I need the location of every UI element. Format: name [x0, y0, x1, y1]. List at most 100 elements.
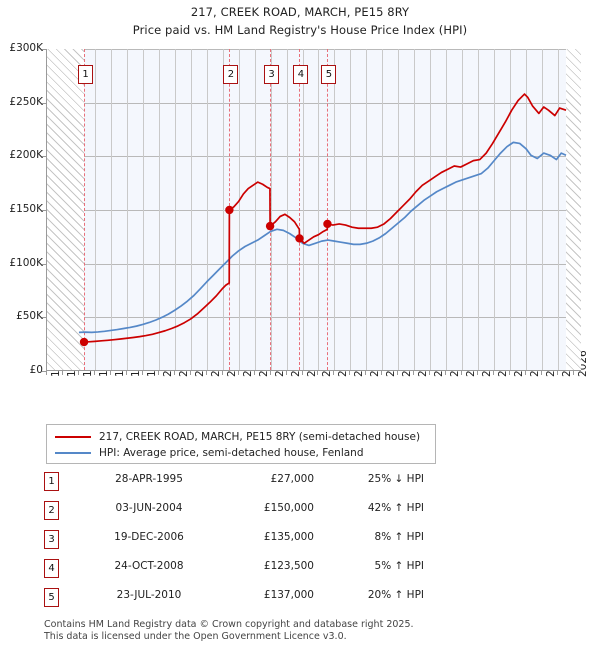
- x-tick-mark: [253, 371, 255, 375]
- transaction-date: 19-DEC-2006: [114, 531, 184, 543]
- sale-point-marker[interactable]: [225, 205, 234, 215]
- gridline-vertical: [430, 49, 432, 370]
- page-title: 217, CREEK ROAD, MARCH, PE15 8RY: [190, 5, 410, 19]
- transaction-hpi-delta: 5% ↑ HPI: [374, 560, 424, 572]
- event-marker-4[interactable]: 4: [293, 65, 309, 84]
- transaction-price: £137,000: [263, 589, 314, 601]
- no-data-region: [47, 49, 85, 370]
- transaction-hpi-delta: 20% ↑ HPI: [367, 589, 424, 601]
- x-tick-mark: [189, 371, 191, 375]
- x-tick-mark: [365, 371, 367, 375]
- event-marker-5[interactable]: 5: [321, 65, 337, 84]
- x-tick-mark: [541, 371, 543, 375]
- gridline-vertical: [558, 49, 560, 370]
- y-tick-label: £50K: [16, 310, 43, 323]
- x-tick-mark: [429, 371, 431, 375]
- sale-point-marker[interactable]: [265, 221, 275, 231]
- event-marker-3[interactable]: 3: [264, 65, 280, 84]
- x-tick-mark: [509, 371, 511, 375]
- gridline-vertical: [366, 49, 368, 370]
- gridline-vertical: [462, 49, 464, 370]
- x-tick-mark: [349, 371, 351, 375]
- transaction-index-badge: 4: [44, 559, 59, 578]
- series-line: [84, 93, 567, 343]
- x-tick-mark: [205, 371, 207, 375]
- y-tick-mark: [42, 156, 46, 158]
- x-tick-mark: [221, 371, 223, 375]
- x-tick-mark: [461, 371, 463, 375]
- sale-point-marker[interactable]: [323, 219, 332, 229]
- x-tick-mark: [381, 371, 383, 375]
- transaction-date: 03-JUN-2004: [115, 502, 183, 514]
- gridline-horizontal: [47, 263, 581, 265]
- x-tick-mark: [109, 371, 111, 375]
- transaction-index-badge: 1: [44, 472, 59, 491]
- x-tick-mark: [157, 371, 159, 375]
- sale-point-marker[interactable]: [79, 337, 89, 347]
- transaction-hpi-delta: 42% ↑ HPI: [367, 502, 424, 514]
- gridline-vertical: [126, 49, 128, 370]
- x-tick-mark: [301, 371, 303, 375]
- gridline-vertical: [238, 49, 240, 370]
- y-tick-mark: [42, 102, 46, 104]
- footer-line-1: Contains HM Land Registry data © Crown c…: [44, 619, 414, 630]
- transaction-price: £123,500: [263, 560, 314, 572]
- event-marker-1[interactable]: 1: [78, 65, 94, 84]
- transaction-price: £27,000: [270, 473, 314, 485]
- x-tick-mark: [397, 371, 399, 375]
- x-tick-mark: [493, 371, 495, 375]
- gridline-vertical: [334, 49, 336, 370]
- chart-legend: 217, CREEK ROAD, MARCH, PE15 8RY (semi-d…: [46, 424, 436, 464]
- y-tick-mark: [42, 317, 46, 319]
- gridline-vertical: [446, 49, 448, 370]
- x-tick-mark: [77, 371, 79, 375]
- no-data-region: [566, 49, 581, 370]
- y-tick-label: £0: [29, 364, 43, 376]
- y-tick-label: £200K: [9, 149, 43, 162]
- table-row[interactable]: 3 19-DEC-2006 £135,000 8% ↑ HPI: [44, 528, 444, 557]
- series-line: [78, 141, 567, 334]
- table-row[interactable]: 5 23-JUL-2010 £137,000 20% ↑ HPI: [44, 586, 444, 615]
- event-marker-2[interactable]: 2: [223, 65, 239, 84]
- x-tick-mark: [557, 371, 559, 375]
- x-tick-mark: [445, 371, 447, 375]
- y-tick-label: £250K: [9, 95, 43, 108]
- transaction-price: £135,000: [263, 531, 314, 543]
- gridline-vertical: [382, 49, 384, 370]
- gridline-vertical: [414, 49, 416, 370]
- event-line-4: [299, 49, 301, 370]
- table-row[interactable]: 1 28-APR-1995 £27,000 25% ↓ HPI: [44, 470, 444, 499]
- footer-line-2: This data is licensed under the Open Gov…: [44, 630, 347, 642]
- gridline-vertical: [542, 49, 544, 370]
- transaction-index-badge: 3: [44, 530, 59, 549]
- gridline-vertical: [350, 49, 352, 370]
- sale-point-marker[interactable]: [295, 234, 304, 243]
- gridline-vertical: [318, 49, 320, 370]
- transaction-index-badge: 5: [44, 588, 59, 607]
- y-tick-label: £100K: [9, 256, 43, 269]
- y-tick-mark: [42, 263, 46, 265]
- gridline-vertical: [302, 49, 304, 370]
- legend-label: HPI: Average price, semi-detached house,…: [99, 447, 364, 459]
- gridline-vertical: [510, 49, 512, 370]
- x-tick-mark: [285, 371, 287, 375]
- gridline-horizontal: [47, 317, 581, 319]
- x-tick-mark: [413, 371, 415, 375]
- gridline-vertical: [110, 49, 112, 370]
- transaction-date: 28-APR-1995: [115, 473, 183, 485]
- gridline-horizontal: [47, 49, 581, 50]
- table-row[interactable]: 2 03-JUN-2004 £150,000 42% ↑ HPI: [44, 499, 444, 528]
- gridline-vertical: [526, 49, 528, 370]
- transaction-index-badge: 2: [44, 501, 59, 520]
- footer-attribution: Contains HM Land Registry data © Crown c…: [44, 619, 564, 642]
- legend-item-1: 217, CREEK ROAD, MARCH, PE15 8RY (semi-d…: [53, 429, 429, 445]
- transaction-hpi-delta: 8% ↑ HPI: [374, 531, 424, 543]
- table-row[interactable]: 4 24-OCT-2008 £123,500 5% ↑ HPI: [44, 557, 444, 586]
- gridline-vertical: [286, 49, 288, 370]
- gridline-vertical: [478, 49, 480, 370]
- gridline-horizontal: [47, 156, 581, 158]
- page-subtitle: Price paid vs. HM Land Registry's House …: [132, 23, 468, 37]
- transaction-date: 24-OCT-2008: [114, 560, 184, 572]
